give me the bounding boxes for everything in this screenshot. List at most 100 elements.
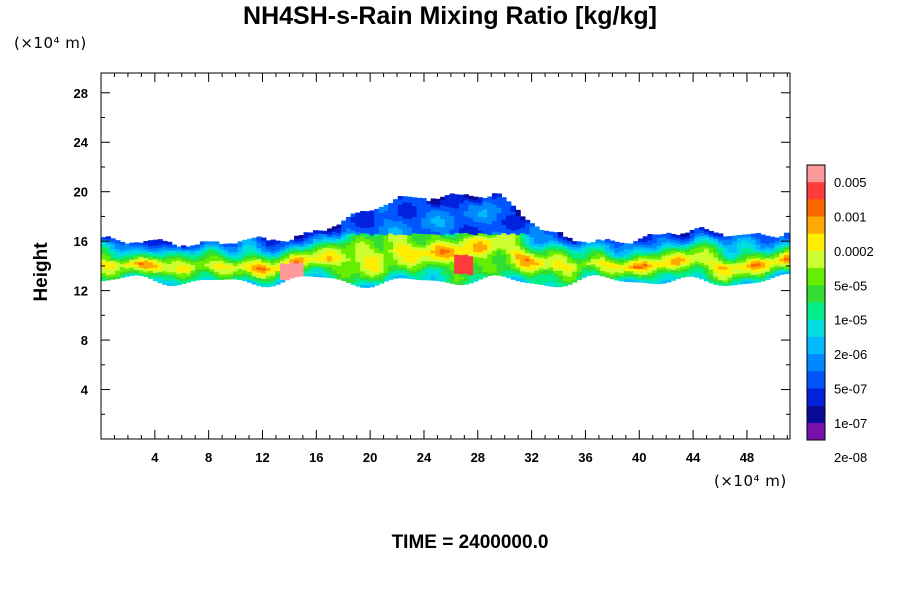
field-cell <box>256 269 262 273</box>
field-cell <box>181 258 187 263</box>
field-cell <box>788 262 790 267</box>
field-cell <box>510 213 517 218</box>
field-cell <box>416 197 422 202</box>
field-cell <box>265 256 272 261</box>
field-cell <box>449 228 455 233</box>
field-cell <box>774 259 780 263</box>
field-cell <box>218 265 225 270</box>
field-cell <box>110 246 116 250</box>
field-cell <box>477 254 484 258</box>
field-cell <box>416 273 422 278</box>
field-cell <box>440 221 446 225</box>
field-cell <box>487 210 493 214</box>
field-cell <box>294 243 300 248</box>
field-cell <box>595 247 601 251</box>
field-cell <box>482 222 488 226</box>
field-cell <box>256 258 262 262</box>
colorbar: 0.0050.0010.00025e-051e-052e-065e-071e-0… <box>806 164 874 465</box>
field-cell <box>454 256 460 261</box>
field-cell <box>510 270 517 275</box>
field-cell <box>444 195 451 199</box>
field-cell <box>265 273 272 277</box>
field-cell <box>750 244 757 248</box>
field-cell <box>143 251 149 256</box>
field-cell <box>331 245 338 249</box>
field-cell <box>713 243 719 247</box>
field-cell <box>520 268 526 272</box>
field-cell <box>232 259 239 264</box>
field-cell <box>360 240 366 245</box>
field-cell <box>543 279 550 284</box>
field-cell <box>750 260 757 265</box>
field-cell <box>204 271 210 275</box>
field-cell <box>666 232 672 237</box>
field-cell <box>628 276 634 280</box>
field-cell <box>623 275 630 280</box>
field-cell <box>294 241 300 245</box>
field-cell <box>407 259 413 263</box>
field-cell <box>458 270 465 275</box>
field-cell <box>496 253 502 257</box>
field-cell <box>232 273 239 277</box>
field-cell <box>477 251 484 255</box>
field-cell <box>708 255 714 259</box>
field-cell <box>482 214 488 218</box>
field-cell <box>364 216 371 220</box>
field-cell <box>407 213 413 217</box>
field-cell <box>129 267 135 271</box>
field-cell <box>468 280 474 284</box>
field-cell <box>374 233 380 237</box>
field-cell <box>421 217 427 221</box>
field-cell <box>270 242 276 246</box>
field-cell <box>506 269 512 273</box>
field-cell <box>355 212 361 216</box>
field-cell <box>496 239 502 244</box>
field-cell <box>656 234 663 238</box>
field-cell <box>256 252 262 257</box>
field-cell <box>647 242 653 246</box>
field-cell <box>322 233 328 237</box>
colorbar-swatch <box>807 233 825 252</box>
field-cell <box>666 262 672 267</box>
field-cell <box>482 241 488 245</box>
field-cell <box>642 241 648 246</box>
field-cell <box>548 231 554 235</box>
field-cell <box>444 265 451 270</box>
field-cell <box>421 266 427 270</box>
field-cell <box>397 253 404 257</box>
field-cell <box>181 280 187 284</box>
field-cell <box>581 244 587 248</box>
field-cell <box>623 265 630 269</box>
field-cell <box>265 240 272 244</box>
field-cell <box>247 271 253 275</box>
field-cell <box>152 275 159 279</box>
field-cell <box>468 252 474 257</box>
field-cell <box>755 273 761 278</box>
colorbar-swatch <box>807 285 825 303</box>
field-cell <box>491 206 498 211</box>
field-cell <box>275 251 281 255</box>
field-cell <box>388 227 394 231</box>
field-cell <box>157 255 163 259</box>
field-cell <box>534 264 540 268</box>
field-cell <box>543 241 550 246</box>
field-cell <box>600 256 606 260</box>
field-cell <box>524 225 531 229</box>
field-cell <box>374 219 380 224</box>
field-cell <box>312 268 319 272</box>
field-cell <box>788 251 790 256</box>
field-cell <box>708 260 714 265</box>
field-cell <box>129 261 135 266</box>
field-cell <box>736 245 743 250</box>
field-cell <box>378 236 385 241</box>
field-cell <box>214 263 220 267</box>
field-cell <box>680 260 686 265</box>
field-cell <box>661 233 667 238</box>
field-cell <box>454 213 460 217</box>
field-cell <box>341 236 347 241</box>
field-cell <box>482 246 488 251</box>
field-cell <box>487 261 493 266</box>
field-cell <box>185 273 192 278</box>
field-cell <box>703 248 710 252</box>
field-cell <box>619 245 625 249</box>
